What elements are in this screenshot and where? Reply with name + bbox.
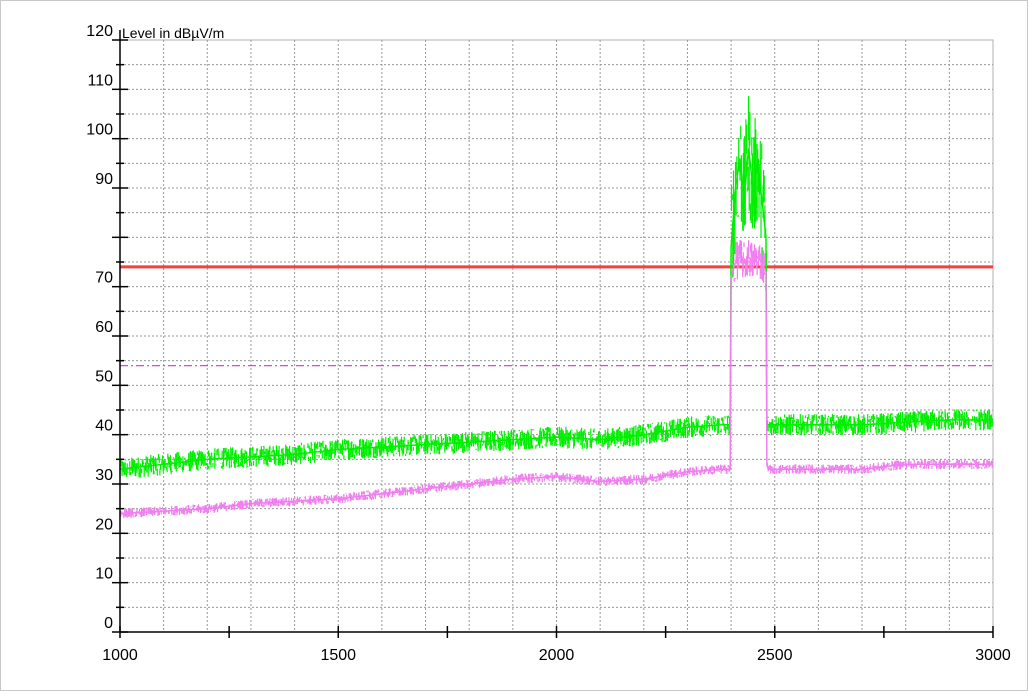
x-tick-label: 1500: [320, 647, 356, 664]
limit-lines: [120, 265, 993, 367]
y-tick-label: 40: [95, 418, 113, 435]
y-tick-label: 0: [104, 615, 113, 632]
x-tick-label: 1000: [102, 647, 138, 664]
y-tick-label: 70: [95, 270, 113, 287]
y-tick-label: 20: [95, 516, 113, 533]
y-tick-label: 100: [86, 122, 113, 139]
y-tick-label: 60: [95, 319, 113, 336]
y-tick-label: 120: [86, 23, 113, 40]
x-tick-label: 2000: [539, 647, 575, 664]
y-tick-label: 10: [95, 566, 113, 583]
y-tick-label: 50: [95, 368, 113, 385]
y-tick-label: 30: [95, 467, 113, 484]
x-tick-label: 3000: [975, 647, 1011, 664]
y-axis-title: Level in dBµV/m: [122, 25, 224, 41]
grid-lines: [119, 39, 994, 633]
series-group: [119, 96, 994, 519]
series-line: [119, 255, 993, 515]
y-tick-label: 90: [95, 171, 113, 188]
axes: 0 10 20 30 40 50 60 70 90 100 110 120 1000 1500 2000 25…: [86, 23, 1011, 664]
y-tick-label: 110: [87, 72, 113, 89]
x-tick-label: 2500: [757, 647, 793, 664]
series-line: [119, 148, 993, 470]
